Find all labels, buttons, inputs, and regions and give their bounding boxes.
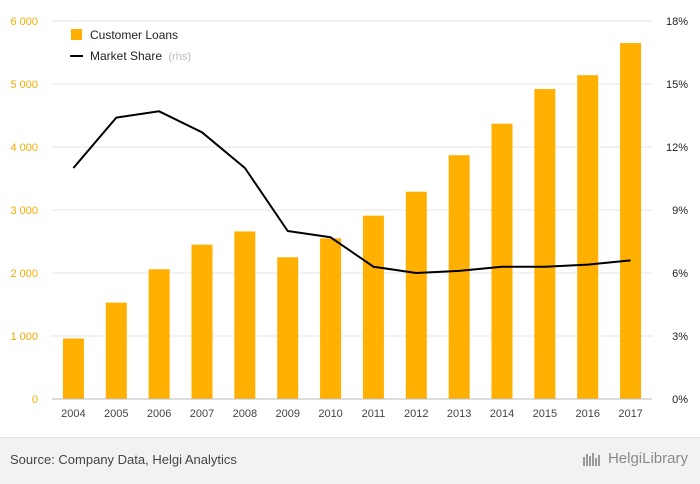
left-tick-label: 6 000 [10, 16, 38, 28]
x-tick-label: 2015 [533, 408, 557, 420]
left-tick-label: 1 000 [10, 331, 38, 343]
bar-2007 [192, 245, 213, 399]
right-tick-label: 0% [672, 394, 688, 406]
legend: Customer Loans Market Share (rhs) [70, 28, 191, 63]
x-axis: 2004 2005 2006 2007 2008 2009 2010 2011 2012 2013… [52, 399, 652, 420]
bar-2006 [149, 269, 170, 399]
x-tick-label: 2013 [447, 408, 471, 420]
x-tick-label: 2017 [618, 408, 642, 420]
right-axis: 0% 3% 6% 9% 12% 15% 18% [666, 16, 688, 406]
source-text: Source: Company Data, Helgi Analytics [10, 452, 237, 467]
x-tick-label: 2016 [575, 408, 599, 420]
bar-2013 [449, 155, 470, 399]
brand-logo[interactable]: HelgiLibrary [582, 450, 688, 467]
x-tick-label: 2008 [233, 408, 257, 420]
x-tick-label: 2004 [61, 408, 85, 420]
right-tick-label: 12% [666, 142, 688, 154]
legend-label-market-share-name: Market Share [90, 49, 162, 63]
bar-2008 [234, 231, 255, 399]
bar-2014 [492, 124, 513, 399]
bar-2017 [620, 43, 641, 399]
bar-2010 [320, 238, 341, 399]
footer: Source: Company Data, Helgi Analytics He… [0, 437, 700, 484]
x-tick-label: 2009 [275, 408, 299, 420]
x-tick-label: 2007 [190, 408, 214, 420]
combo-chart: 0 1 000 2 000 3 000 4 000 5 000 6 000 0% 3% 6% 9%… [0, 0, 700, 437]
bar-2015 [534, 89, 555, 399]
bar-2009 [277, 257, 298, 399]
right-tick-label: 18% [666, 16, 688, 28]
x-tick-label: 2011 [362, 408, 386, 420]
grid-lines [52, 21, 652, 399]
left-tick-label: 5 000 [10, 79, 38, 91]
bar-series-customer-loans [63, 43, 641, 399]
right-tick-label: 15% [666, 79, 688, 91]
left-axis: 0 1 000 2 000 3 000 4 000 5 000 6 000 [10, 16, 38, 406]
legend-label-market-share-suffix: (rhs) [168, 51, 191, 63]
x-tick-label: 2012 [404, 408, 428, 420]
left-tick-label: 4 000 [10, 142, 38, 154]
legend-label-market-share: Market Share (rhs) [90, 49, 191, 63]
left-tick-label: 0 [32, 394, 38, 406]
right-tick-label: 9% [672, 205, 688, 217]
left-tick-label: 2 000 [10, 268, 38, 280]
left-tick-label: 3 000 [10, 205, 38, 217]
x-tick-label: 2005 [104, 408, 128, 420]
brand-name: HelgiLibrary [608, 450, 688, 467]
bar-2011 [363, 216, 384, 399]
legend-swatch-customer-loans [71, 29, 82, 40]
bar-2016 [577, 75, 598, 399]
bar-2004 [63, 339, 84, 399]
bar-2005 [106, 303, 127, 399]
right-tick-label: 6% [672, 268, 688, 280]
bar-2012 [406, 192, 427, 399]
legend-label-customer-loans: Customer Loans [90, 28, 178, 42]
x-tick-label: 2006 [147, 408, 171, 420]
library-icon [582, 451, 602, 467]
x-tick-label: 2010 [318, 408, 342, 420]
x-tick-label: 2014 [490, 408, 514, 420]
right-tick-label: 3% [672, 331, 688, 343]
